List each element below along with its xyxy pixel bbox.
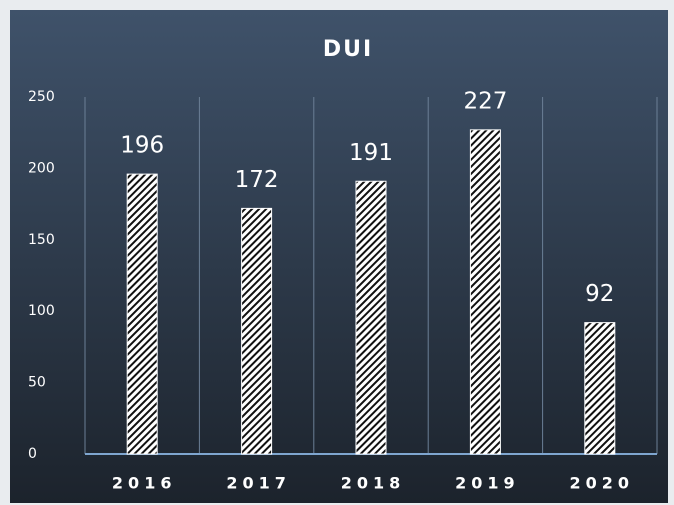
bar (469, 129, 501, 455)
data-label: 172 (235, 167, 279, 193)
x-tick-label: 2017 (226, 474, 291, 493)
x-tick-label: 2018 (341, 474, 406, 493)
y-tick-label: 100 (28, 303, 55, 319)
y-tick-label: 250 (28, 89, 55, 105)
bar (355, 180, 387, 455)
chart-background (10, 10, 668, 503)
bar (126, 173, 158, 455)
category-separators (84, 97, 658, 454)
bar (584, 322, 616, 455)
y-tick-label: 0 (28, 446, 37, 462)
chart-title: DUI (323, 37, 373, 62)
x-tick-label: 2020 (570, 474, 635, 493)
data-label: 92 (585, 281, 614, 307)
x-tick-label: 2016 (112, 474, 177, 493)
y-tick-label: 200 (28, 160, 55, 176)
y-tick-label: 150 (28, 232, 55, 248)
x-tick-label: 2019 (455, 474, 520, 493)
data-label: 227 (463, 88, 507, 114)
data-label: 191 (349, 140, 393, 166)
y-tick-label: 50 (28, 375, 46, 391)
data-label: 196 (120, 133, 164, 159)
bar (241, 207, 273, 455)
